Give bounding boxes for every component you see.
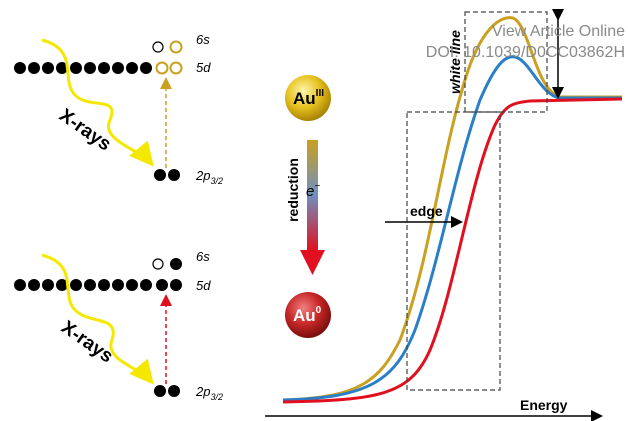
energy-label: Energy <box>520 397 568 413</box>
electron-label: e− <box>306 181 320 200</box>
bottom-panel: 6s 5d 2p3/2 X-rays <box>14 249 223 402</box>
label-5d: 5d <box>196 60 211 75</box>
label-2p: 2p3/2 <box>195 168 223 186</box>
label-6s: 6s <box>196 32 210 47</box>
white-line-label: white line <box>447 30 463 94</box>
spectrum: edge white line Energy <box>265 12 622 416</box>
watermark: DOI: 10.1039/D0CC03862H <box>426 44 625 61</box>
watermark: View Article Online <box>492 23 625 40</box>
label-5d: 5d <box>196 278 211 293</box>
figure: 6s 5d 2p3/2 X-rays 6s 5d 2p3/2 X-rays Au… <box>0 0 628 421</box>
label-2p: 2p3/2 <box>195 384 223 402</box>
top-panel: 6s 5d 2p3/2 X-rays <box>14 32 223 186</box>
xrays-label: X-rays <box>55 105 115 156</box>
label-6s: 6s <box>196 249 210 264</box>
edge-label: edge <box>410 203 443 219</box>
reduction-scheme: AuIII reduction e− Au0 <box>285 75 331 338</box>
reduction-label: reduction <box>285 158 301 222</box>
